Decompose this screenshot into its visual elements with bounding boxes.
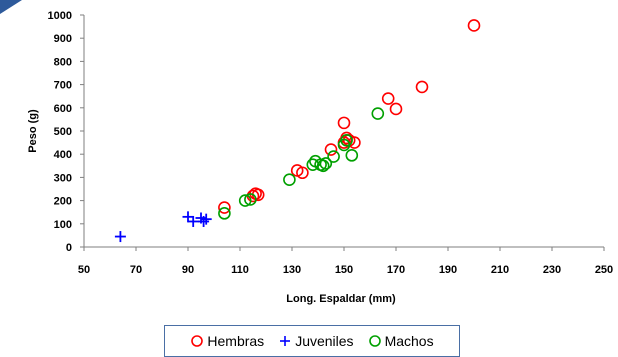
legend-label-hembras: Hembras — [207, 333, 265, 349]
green-circle-marker-icon — [368, 335, 381, 347]
x-axis-label: Long. Espaldar (mm) — [286, 293, 396, 305]
data-point-hembras — [296, 166, 309, 180]
legend-item-machos: Machos — [368, 333, 434, 349]
data-point-hembras — [337, 116, 351, 130]
data-point-hembras — [324, 143, 338, 156]
y-axis-label: Peso (g) — [27, 109, 39, 153]
y-tick-label: 500 — [54, 126, 72, 138]
x-tick-label: 130 — [283, 264, 301, 276]
data-point-juveniles — [198, 215, 210, 227]
x-tick-label: 250 — [595, 264, 613, 276]
legend-item-hembras: Hembras — [190, 333, 264, 349]
y-tick-label: 600 — [54, 103, 72, 115]
data-point-machos — [244, 193, 257, 206]
legend: Hembras Juveniles Machos — [164, 325, 460, 357]
y-tick-label: 100 — [54, 219, 72, 231]
y-tick-label: 0 — [66, 242, 72, 254]
data-point-hembras — [415, 80, 429, 94]
data-point-machos — [218, 207, 231, 220]
legend-item-juveniles: Juveniles — [278, 333, 354, 349]
data-point-juveniles — [182, 211, 194, 223]
x-tick-label: 210 — [491, 264, 509, 276]
data-point-machos — [319, 157, 333, 170]
red-circle-marker-icon — [191, 335, 204, 347]
y-tick-label: 900 — [54, 33, 72, 45]
corner-shape — [0, 0, 22, 14]
blue-plus-marker-icon — [280, 336, 291, 346]
axes-group: 0 100 200 300 400 500 600 700 800 900 1000 50 70 90 11… — [48, 10, 614, 276]
data-point-machos — [327, 150, 340, 163]
data-point-machos — [371, 107, 385, 120]
x-tick-label: 230 — [543, 264, 561, 276]
data-point-machos — [316, 159, 330, 173]
data-point-machos — [238, 194, 252, 207]
y-tick-label: 800 — [54, 56, 72, 68]
data-point-juveniles — [114, 231, 126, 243]
x-tick-label: 110 — [231, 264, 249, 276]
data-point-machos — [345, 149, 359, 162]
x-tick-label: 150 — [335, 264, 353, 276]
data-point-machos — [283, 173, 296, 187]
data-point-juveniles — [200, 213, 212, 225]
x-tick-label: 70 — [130, 264, 142, 276]
data-point-machos — [340, 133, 353, 147]
legend-label-machos: Machos — [384, 333, 434, 349]
y-tick-label: 400 — [54, 149, 72, 161]
y-tick-label: 700 — [54, 80, 72, 92]
marks-group — [114, 19, 481, 243]
data-point-hembras — [467, 19, 481, 32]
x-tick-label: 170 — [387, 264, 405, 276]
data-point-hembras — [381, 92, 395, 105]
data-point-juveniles — [187, 215, 199, 227]
y-tick-label: 1000 — [48, 10, 72, 22]
data-point-hembras — [218, 201, 231, 214]
legend-label-juveniles: Juveniles — [295, 333, 354, 349]
x-tick-label: 190 — [439, 264, 457, 276]
y-tick-label: 300 — [54, 172, 72, 184]
scatter-chart: 0 100 200 300 400 500 600 700 800 900 1000 50 70 90 11… — [27, 10, 614, 305]
data-point-hembras — [389, 102, 403, 116]
x-tick-label: 90 — [182, 264, 194, 276]
x-tick-label: 50 — [78, 264, 90, 276]
y-tick-label: 200 — [54, 196, 72, 208]
